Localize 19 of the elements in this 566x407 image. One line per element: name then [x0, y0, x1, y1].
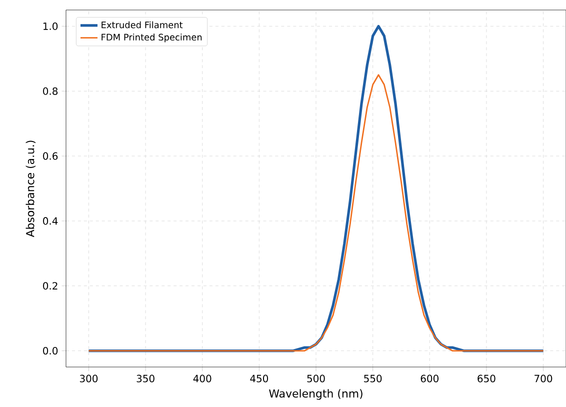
legend-label: Extruded Filament [102, 21, 183, 28]
x-tick-label: 700 [534, 374, 552, 382]
x-tick-label: 600 [420, 374, 438, 382]
y-tick-label: 1.0 [43, 22, 58, 30]
x-tick-label: 300 [80, 374, 98, 382]
y-tick-label: 0.0 [43, 346, 58, 355]
x-tick-label: 550 [364, 374, 382, 382]
y-tick-label: 0.6 [43, 152, 58, 160]
y-axis-title: Absorbance (a.u.) [26, 140, 36, 238]
x-axis-title: Wavelength (nm) [269, 389, 362, 400]
y-tick-label: 0.8 [43, 87, 58, 95]
legend-label: FDM Printed Specimen [102, 34, 202, 42]
x-tick-label: 450 [250, 374, 268, 382]
x-tick-label: 400 [193, 374, 212, 382]
y-tick-label: 0.4 [43, 217, 58, 225]
y-tick-label: 0.2 [43, 282, 58, 290]
x-tick-label: 500 [307, 374, 325, 382]
x-tick-label: 350 [136, 374, 154, 382]
x-tick-label: 650 [478, 374, 496, 382]
